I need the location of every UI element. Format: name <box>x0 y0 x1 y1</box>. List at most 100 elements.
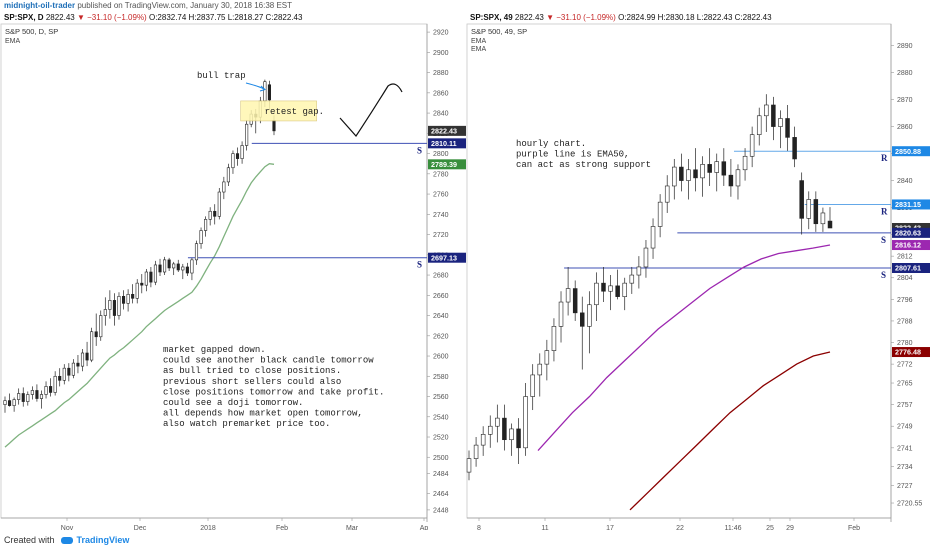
y-tick-label: 2680 <box>433 273 449 280</box>
candle-body <box>806 199 812 219</box>
candle <box>49 378 53 397</box>
candle <box>792 126 797 168</box>
candle <box>30 386 34 400</box>
ema-line <box>4 163 275 448</box>
candle-body <box>17 393 21 400</box>
candle <box>636 256 642 289</box>
x-tick-label: Mar <box>346 525 359 530</box>
x-tick-label: 11 <box>541 525 548 530</box>
candle-body <box>158 264 162 273</box>
candle-body <box>226 167 230 183</box>
author-link[interactable]: midnight-oil-trader <box>4 1 76 10</box>
candle-body <box>686 169 691 181</box>
charts-canvas[interactable]: 2448 2464 2484 2500 2520 2540 2560 2580 2600 2620… <box>0 0 932 530</box>
candle <box>551 318 557 362</box>
candle-body <box>85 352 89 361</box>
candle <box>679 153 684 192</box>
price-label: 2810.11 <box>428 138 466 149</box>
candle <box>208 207 212 226</box>
candle <box>650 218 656 259</box>
candle-body <box>622 282 627 297</box>
candle <box>213 204 217 225</box>
candle-body <box>495 417 500 427</box>
candle-body <box>664 185 670 203</box>
candle <box>190 257 194 281</box>
chart-title: S&P 500, 49, SP <box>471 27 527 36</box>
candle-body <box>764 104 769 117</box>
market-note-line: could see another black candle tomorrow <box>163 356 374 366</box>
x-tick-label: Ap <box>420 525 429 530</box>
candle <box>487 415 493 448</box>
left-symbol: SP:SPX, D <box>4 13 44 22</box>
candle-body <box>12 399 16 406</box>
candle <box>76 355 80 374</box>
candle-body <box>26 394 30 402</box>
candle-body <box>99 315 103 338</box>
candle-body <box>194 243 199 261</box>
candle <box>3 396 7 413</box>
candle-body <box>140 282 144 286</box>
market-note-line: could see a doji tomorrow. <box>163 398 303 408</box>
tradingview-brand[interactable]: TradingView <box>76 535 130 545</box>
y-tick-label: 2765 <box>897 381 913 388</box>
candle <box>827 207 833 229</box>
candle-body <box>714 161 719 173</box>
candle-body <box>90 331 94 361</box>
candle-body <box>217 191 221 217</box>
candle-body <box>121 296 126 304</box>
candle-body <box>235 153 240 159</box>
candle <box>172 261 176 276</box>
candle <box>163 256 167 276</box>
tradingview-logo-icon <box>60 537 73 545</box>
candle <box>117 292 121 320</box>
candle <box>85 341 89 367</box>
y-tick-label: 2800 <box>433 151 449 158</box>
bull-trap-label: bull trap <box>197 71 246 81</box>
candle-body <box>8 400 12 406</box>
candle <box>39 390 44 409</box>
y-tick-label: 2720 <box>433 232 449 239</box>
candle <box>199 227 203 249</box>
candle-body <box>39 394 44 399</box>
price-label: 2831.15 <box>892 199 930 210</box>
candle <box>594 272 599 321</box>
candle-body <box>700 164 705 179</box>
y-tick-label: 2772 <box>897 362 913 369</box>
candle <box>580 296 585 370</box>
candle-body <box>103 309 107 316</box>
candle-body <box>537 363 543 376</box>
candle-body <box>735 169 741 187</box>
candle-body <box>551 326 557 351</box>
y-tick-label: 2741 <box>897 445 913 452</box>
candle <box>158 258 162 277</box>
candle <box>226 163 230 186</box>
left-chart-pane: 2448 2464 2484 2500 2520 2540 2560 2580 2600 2620… <box>0 23 466 530</box>
candle-body <box>742 155 748 171</box>
candle <box>587 291 592 354</box>
candle <box>62 364 66 385</box>
ema-slow-line <box>629 351 831 511</box>
left-ohlc: O:2832.74 H:2837.75 L:2818.27 C:2822.43 <box>148 13 303 22</box>
candle <box>121 290 126 310</box>
candle-body <box>163 259 167 273</box>
candle <box>245 120 249 151</box>
candle-body <box>778 118 783 127</box>
publish-date: published on TradingView.com, January 30… <box>77 1 293 10</box>
candle-body <box>728 174 734 187</box>
candle <box>502 404 507 451</box>
candle-body <box>135 282 139 299</box>
legend-entry: EMA <box>471 38 487 45</box>
market-note-line: all depends how market open tomorrow, <box>163 409 363 419</box>
candle <box>44 381 48 399</box>
candle <box>8 393 12 407</box>
y-tick-label: 2520 <box>433 435 449 442</box>
candle <box>149 266 153 288</box>
candle <box>686 158 691 200</box>
support-label: S <box>417 260 422 270</box>
price-label-bg <box>428 252 466 263</box>
price-label-bg <box>892 240 930 251</box>
candle-body <box>487 425 493 435</box>
resistance-label: R <box>881 206 888 216</box>
market-note-line: previous short sellers could also <box>163 377 341 387</box>
y-tick-label: 2560 <box>433 394 449 401</box>
